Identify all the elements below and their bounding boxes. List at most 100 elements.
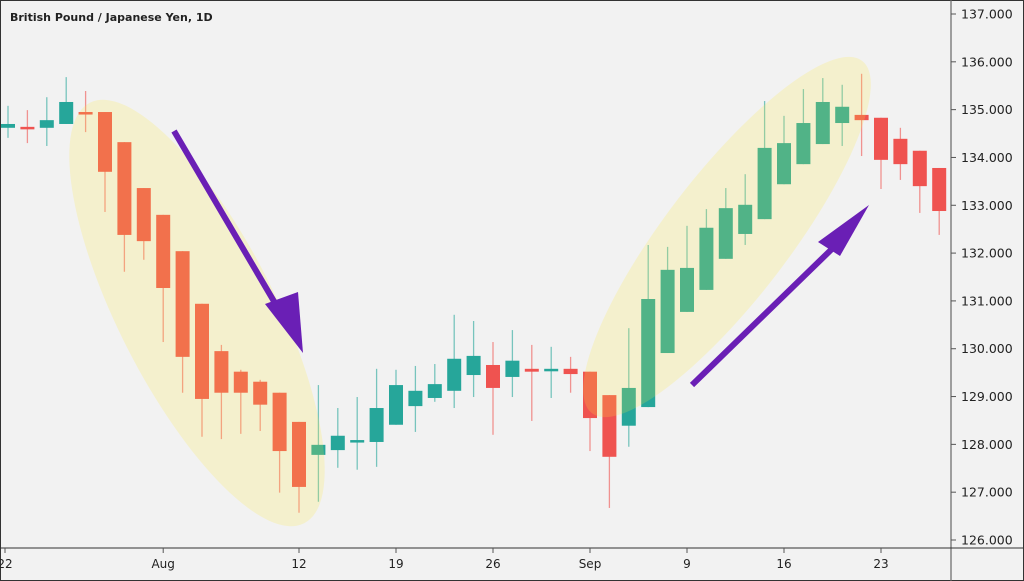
candle-body [156,214,171,288]
x-tick-label: 12 [291,557,306,571]
candle-body [78,112,93,115]
chart-title: British Pound / Japanese Yen, 1D [10,11,213,24]
candle-body [524,368,539,372]
candle-body [389,385,403,425]
candle [835,84,850,146]
candle-body [815,101,830,145]
candle-body [912,150,927,187]
candle-body [272,392,287,452]
candle-body [1,123,15,128]
candle-body [854,114,869,121]
candle-body [874,117,888,160]
candle [369,368,384,467]
candle-body [330,435,345,451]
candle [641,244,656,408]
candle [680,225,694,312]
candle-body [350,440,365,443]
candle [563,356,578,393]
candle-body [117,142,132,235]
candle [117,142,132,272]
y-tick-label: 137.000 [961,7,1013,22]
candle-body [835,106,850,124]
candle-body [292,421,306,487]
candle [466,320,481,398]
candle [292,421,306,513]
candle [660,246,675,354]
candle [350,397,365,470]
candle-body [680,267,694,312]
y-tick-label: 130.000 [961,341,1013,356]
candle [311,385,326,502]
candle [330,408,345,468]
candle [893,127,908,180]
y-tick-label: 126.000 [961,533,1013,548]
candle-body [544,368,559,372]
candle-body [233,371,248,393]
y-tick-label: 136.000 [961,54,1013,69]
candle [408,365,423,432]
down-arrow [171,129,303,353]
x-tick-label: 22 [0,557,13,571]
candle [583,371,597,452]
candle [136,188,151,260]
up-arrow [689,205,869,388]
candle [1,105,15,138]
candle-body [932,167,947,212]
candle-body [59,101,74,124]
candle [815,78,830,145]
candle-body [718,208,733,259]
candle-body [311,444,326,455]
candle-body [214,351,229,393]
candle [175,251,190,393]
candle [874,117,888,190]
candle [214,344,229,440]
candles [1,73,947,513]
candle-body [602,395,617,457]
candle [854,73,869,157]
candle-body [195,303,209,399]
candle [78,90,93,133]
candle [156,214,171,343]
y-tick-label: 133.000 [961,198,1013,213]
x-tick-label: 9 [683,557,691,571]
x-tick-label: 26 [485,557,500,571]
candle-body [660,269,675,354]
candle [699,209,714,290]
candle [59,77,74,124]
candle-body [175,251,190,357]
candle-body [253,381,268,405]
candle-body [738,204,753,234]
y-tick-label: 135.000 [961,102,1013,117]
y-tick-label: 131.000 [961,293,1013,308]
candle [621,328,636,447]
x-tick-label: 23 [873,557,888,571]
candle [39,97,54,146]
candle-body [369,408,384,442]
candle-body [563,368,578,375]
x-tick-label: Sep [579,557,602,571]
downtrend-highlight-ellipse [69,99,325,527]
y-tick-label: 127.000 [961,485,1013,500]
candle-body [466,355,481,376]
candle-body [796,123,811,165]
candle-body [20,126,35,130]
candle [447,314,462,409]
candle [932,167,947,235]
candle [427,364,442,402]
candle-body [486,364,500,388]
uptrend-highlight-ellipse [583,56,871,418]
candle-body [699,227,714,290]
x-tick-label: 19 [388,557,403,571]
candle-body [136,188,151,242]
candle-body [621,387,636,426]
candle [757,101,772,220]
x-tick-label: Aug [151,557,174,571]
trend-arrows [171,129,869,388]
candle-body [893,138,908,165]
candle [98,112,112,212]
x-axis: 22 Aug 12 19 26 Sep 9 16 23 [0,548,889,571]
candle [777,115,791,185]
candle [544,346,559,398]
candle [738,174,753,245]
